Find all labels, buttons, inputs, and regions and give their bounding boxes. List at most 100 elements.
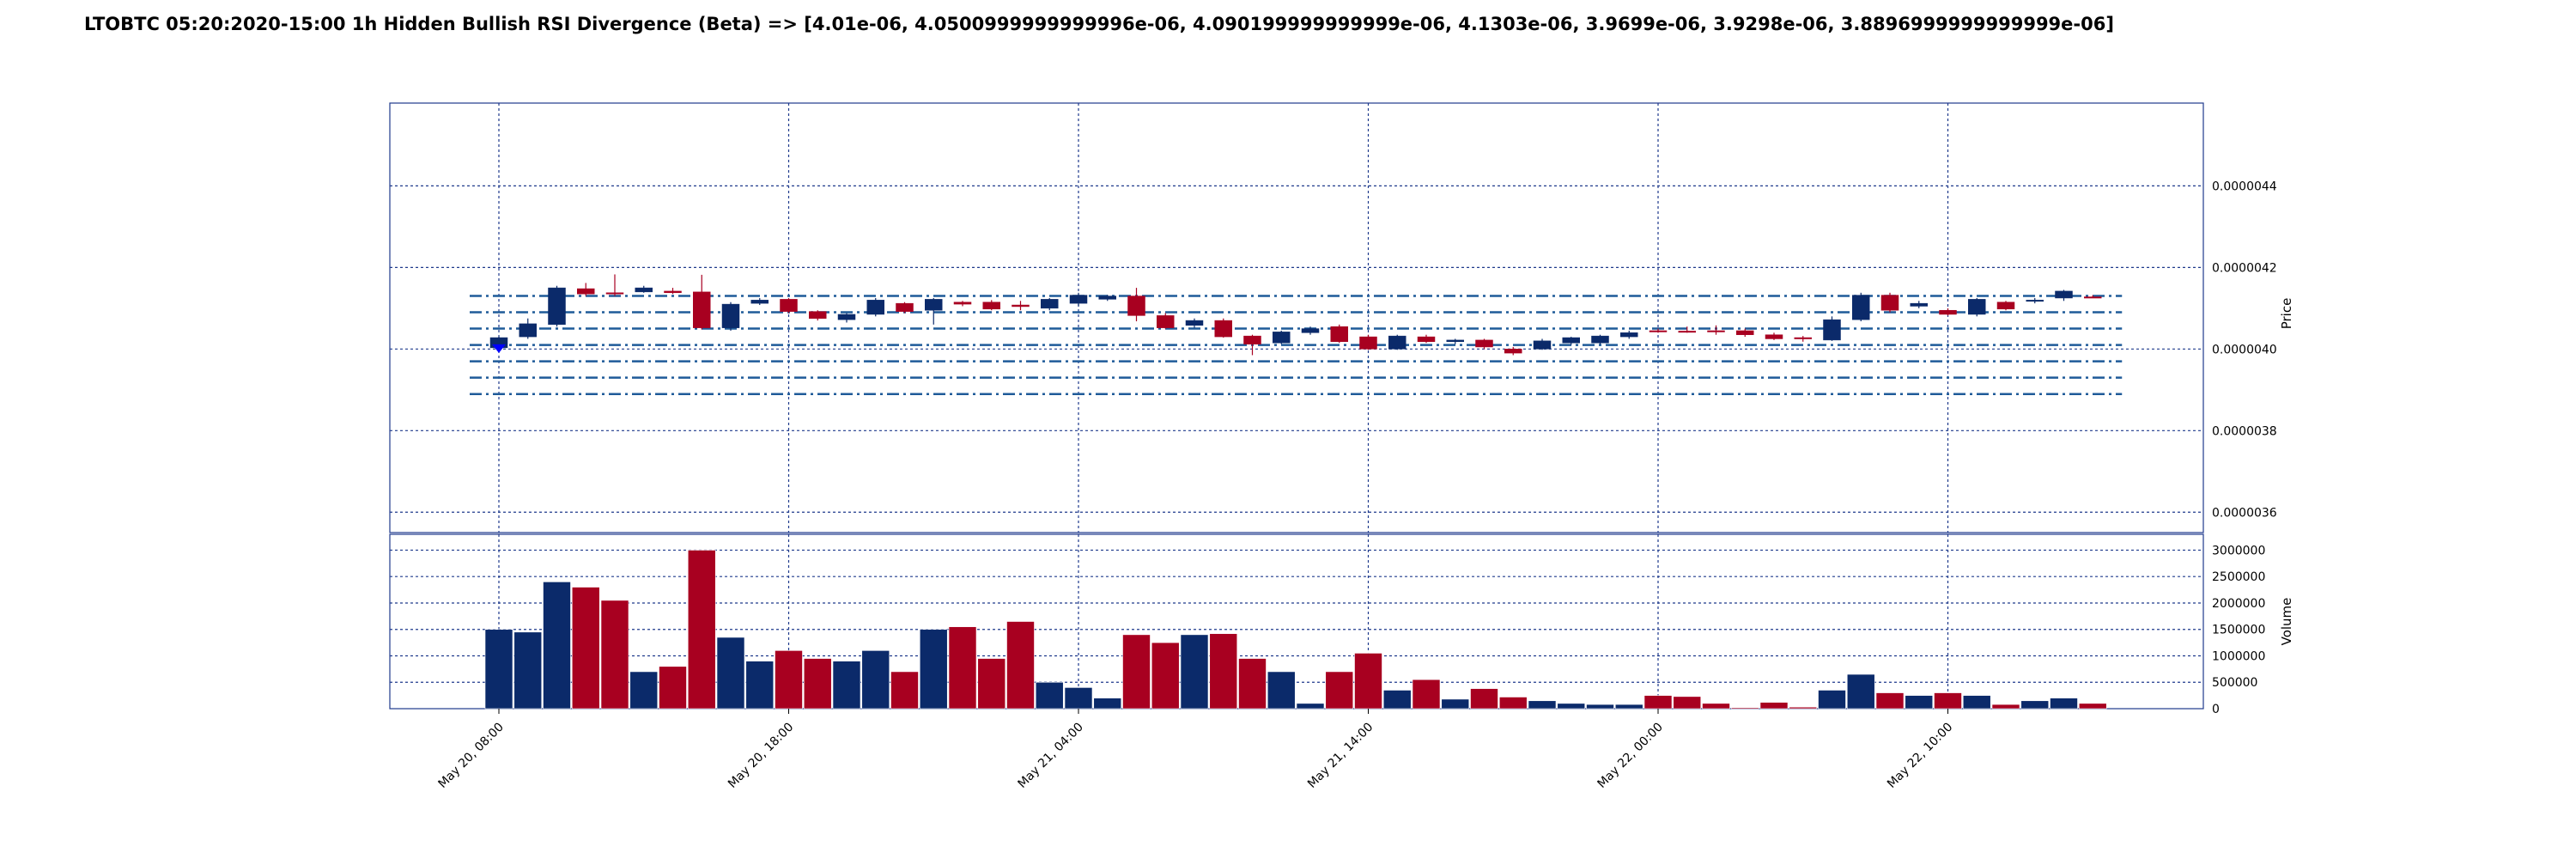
candle-body — [1678, 331, 1696, 333]
volume-tick-label: 0 — [2212, 703, 2220, 716]
candle-body — [1823, 319, 1841, 341]
volume-bar — [1557, 703, 1586, 710]
volume-bar — [571, 587, 600, 710]
candle-body — [837, 314, 856, 320]
volume-bar — [832, 661, 861, 710]
volume-bar — [803, 658, 832, 710]
volume-bar — [1586, 704, 1614, 710]
candle-body — [548, 287, 566, 326]
candle-body — [1388, 335, 1406, 350]
volume-bar — [1382, 690, 1412, 710]
candle-body — [809, 311, 827, 319]
volume-tick-label: 2500000 — [2212, 570, 2265, 584]
candle-body — [664, 290, 682, 294]
candle-body — [866, 300, 884, 315]
price-tick-label: 0.0000040 — [2212, 343, 2277, 356]
candle-body — [1127, 295, 1145, 316]
volume-bar — [1730, 707, 1759, 710]
candle-body — [1243, 335, 1261, 344]
volume-bar — [1470, 688, 1498, 710]
x-axis: May 20, 08:00 May 20, 18:00 May 21, 04:00 M… — [435, 709, 1955, 791]
volume-bar — [1875, 692, 1905, 710]
candle-body — [780, 299, 798, 312]
volume-bar — [1818, 690, 1846, 710]
volume-bar — [1296, 703, 1325, 710]
volume-bar — [977, 658, 1006, 710]
volume-bar — [1528, 700, 1557, 710]
x-tick-label: May 20, 08:00 — [435, 721, 506, 791]
volume-bar — [716, 637, 745, 710]
candle-body — [1041, 299, 1059, 309]
volume-bar — [484, 629, 513, 710]
volume-bar — [1238, 658, 1267, 710]
volume-bar — [1180, 634, 1209, 710]
volume-bar — [890, 671, 919, 710]
volume-panel: 0 500000 1000000 1500000 2000000 2500000 30000… — [389, 533, 2294, 716]
candle-body — [1301, 328, 1320, 333]
divergence-marker — [492, 344, 506, 353]
candle-body — [1939, 309, 1957, 315]
volume-bar — [1006, 621, 1035, 710]
candle-body — [896, 302, 914, 312]
candle-body — [1562, 337, 1580, 344]
volume-bar — [1209, 633, 1238, 710]
volume-bar — [1035, 681, 1064, 710]
candle-body — [721, 303, 740, 328]
candle-body — [1736, 330, 1754, 335]
chart-title: LTOBTC 05:20:2020-15:00 1h Hidden Bullis… — [84, 14, 2114, 34]
candle-body — [925, 299, 943, 311]
volume-bar — [1789, 706, 1818, 710]
candle-body — [1504, 349, 1522, 354]
volume-bar — [1267, 671, 1296, 710]
candle-body — [577, 288, 595, 295]
candle-body — [1880, 295, 1899, 311]
volume-bar — [2020, 700, 2050, 710]
x-tick-label: May 21, 14:00 — [1305, 721, 1376, 791]
volume-axis-label: Volume — [2279, 598, 2294, 646]
candle-body — [1098, 295, 1116, 300]
candle-body — [1475, 339, 1493, 348]
volume-bar — [543, 582, 571, 710]
candle-body — [1446, 339, 1464, 343]
candle-body — [605, 292, 624, 295]
volume-bar — [2078, 703, 2107, 710]
candle-body — [1359, 336, 1377, 350]
volume-bar — [687, 550, 716, 710]
volume-bar — [1991, 704, 2020, 710]
x-tick-label: May 22, 00:00 — [1595, 721, 1665, 791]
volume-bar — [948, 626, 977, 710]
price-panel-frame — [389, 102, 2204, 533]
candle-body — [1620, 332, 1638, 338]
volume-bar — [1702, 703, 1730, 710]
price-tick-label: 0.0000044 — [2212, 180, 2277, 193]
price-axis-label: Price — [2279, 298, 2294, 330]
volume-bar — [659, 666, 687, 710]
volume-bar — [1354, 653, 1382, 710]
volume-bar — [1412, 679, 1441, 710]
volume-tick-label: 3000000 — [2212, 544, 2265, 557]
candle-body — [1910, 302, 1928, 307]
price-tick-label: 0.0000038 — [2212, 424, 2277, 438]
volume-tick-label: 1500000 — [2212, 624, 2265, 637]
candle-body — [1996, 302, 2015, 310]
candle-body — [2026, 300, 2044, 302]
candle-body — [1649, 330, 1668, 332]
candle-body — [1533, 340, 1552, 350]
candle-body — [635, 287, 653, 293]
candle-body — [750, 300, 769, 304]
candle-body — [1069, 295, 1088, 304]
volume-tick-label: 2000000 — [2212, 597, 2265, 611]
volume-bar — [1441, 698, 1470, 710]
volume-bar — [1673, 696, 1702, 710]
volume-bar — [1905, 695, 1934, 710]
volume-bar — [600, 600, 629, 710]
volume-bar — [1498, 697, 1528, 710]
volume-bar — [1643, 695, 1673, 710]
candle-body — [1968, 299, 1986, 315]
price-panel: 0.0000036 0.0000038 0.0000040 0.0000042 0.00… — [389, 102, 2294, 533]
volume-bar — [745, 661, 775, 710]
x-tick-label: May 21, 04:00 — [1015, 721, 1085, 791]
volume-tick-label: 500000 — [2212, 676, 2257, 690]
volume-bar — [1064, 687, 1093, 710]
